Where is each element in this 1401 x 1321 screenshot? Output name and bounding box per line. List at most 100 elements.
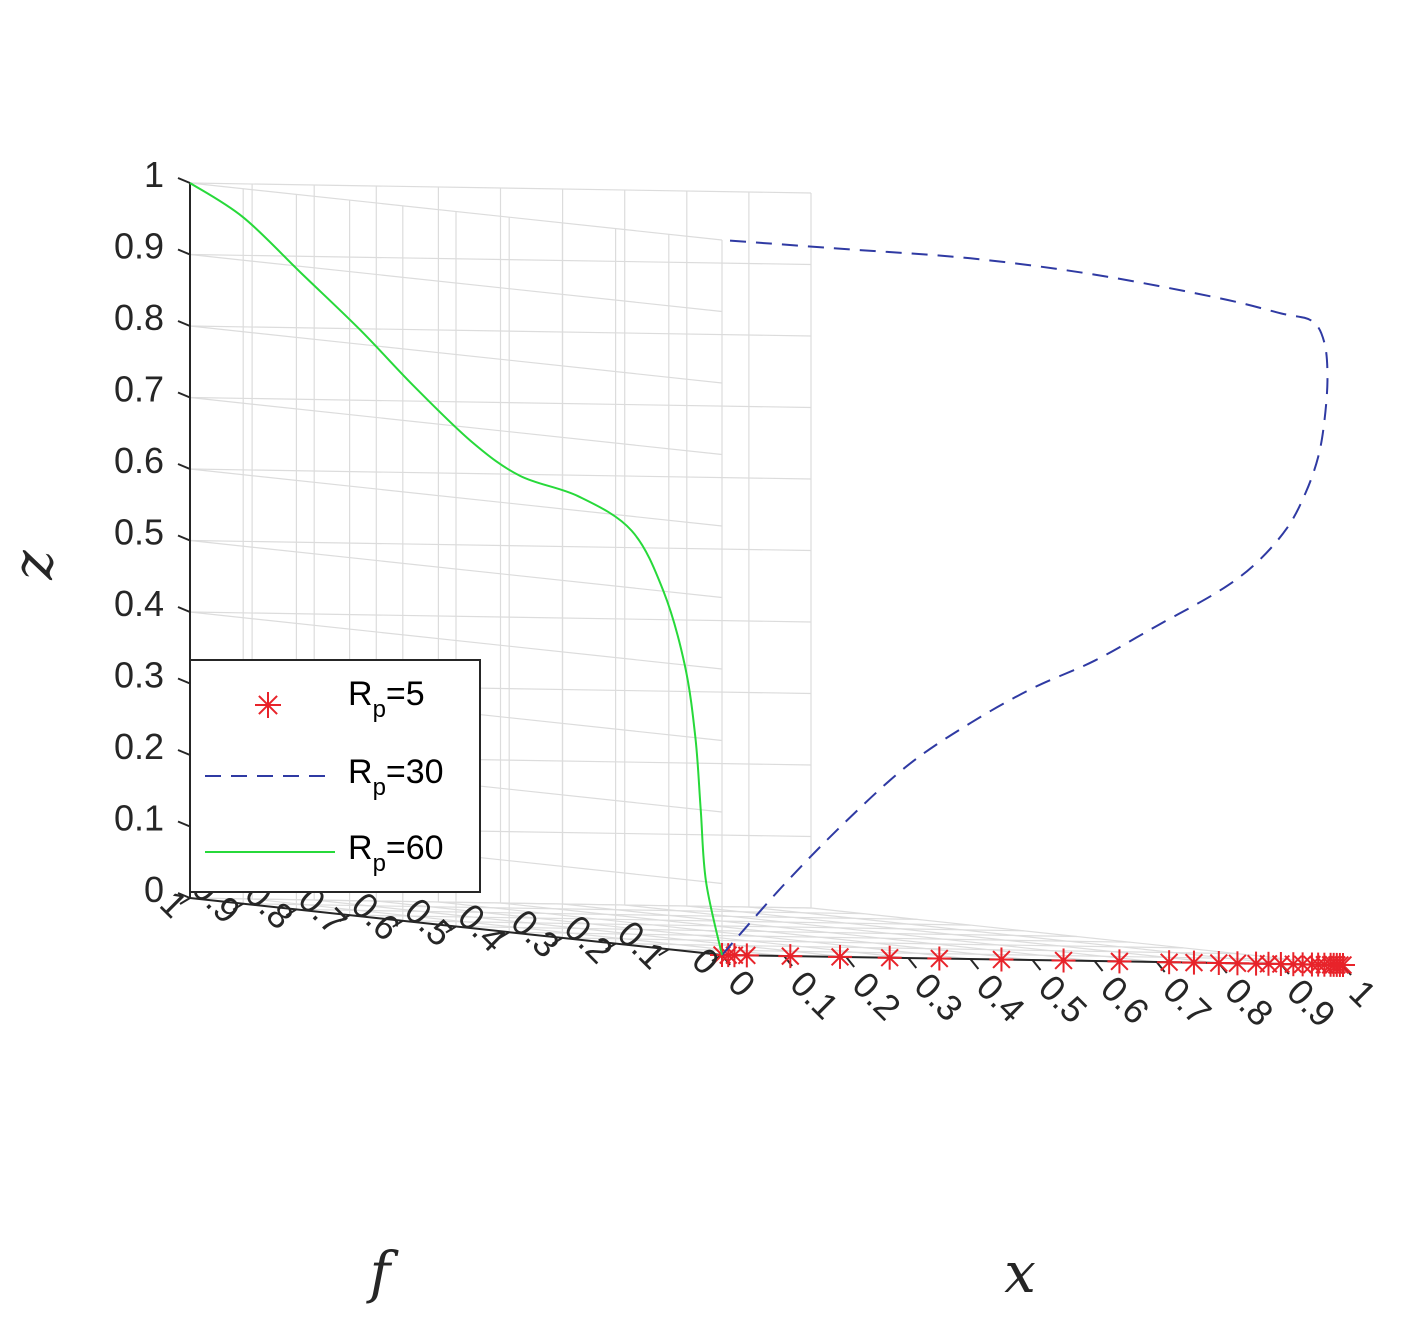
x-tick [907,957,918,969]
asterisk-stroke [880,948,899,967]
z-tick [177,391,191,399]
z-tick-label: 0.6 [114,440,164,481]
floor-grid-line [509,931,1131,943]
floor-grid-line [562,937,1184,949]
x-tick-label: 0.8 [1217,970,1281,1034]
asterisk-stroke [1184,953,1204,972]
x-tick-label: 0.2 [845,964,909,1028]
z-tick [177,749,191,756]
asterisk-stroke [930,949,949,968]
f-tick [232,902,244,911]
f-tick [285,908,297,917]
asterisk-stroke [737,946,756,965]
asterisk-stroke [830,947,850,967]
z-tick-label: 0.3 [114,655,164,696]
f-tick [392,919,404,928]
asterisk-stroke [992,950,1011,969]
side-wall-grid-line [189,897,812,909]
x-tick-label: 0.5 [1031,967,1095,1031]
floor-grid-line [668,948,1290,960]
x-axis-title: x [1004,1241,1036,1306]
series-rp60-line [189,182,723,956]
f-tick-label: 0.6 [344,884,408,948]
f-tick [339,914,351,922]
back-wall-grid-line [189,325,723,384]
legend-label-rp60: Rp=60 [348,829,444,877]
f-tick-label: 0.3 [503,901,567,965]
x-tick [1155,961,1166,973]
x-tick [1093,960,1104,972]
x-tick-label: 0.1 [782,963,846,1027]
x-tick-label: 0.3 [907,965,971,1029]
data-point-asterisk [1331,953,1355,977]
data-point-asterisk [927,946,952,971]
back-wall-grid-line [189,539,723,599]
side-wall-grid-line [189,539,812,552]
legend-entry-rp5: Rp=5 [255,675,425,723]
x-tick-label: 0.6 [1093,968,1157,1032]
asterisk-stroke [258,695,278,715]
side-wall-grid-line [189,325,812,337]
asterisk-stroke [1160,953,1179,972]
data-point-asterisk [877,945,902,970]
series-rp30-line [721,239,1329,956]
z-tick-label: 0.8 [114,297,164,338]
f-tick [445,925,457,934]
side-wall-grid-line [189,182,812,194]
legend-entry-rp60: Rp=60 [205,829,444,877]
f-tick [179,897,191,905]
floor-grid-line [349,914,971,926]
side-wall-grid-line [189,468,812,480]
back-wall-grid-line [189,182,723,241]
f-tick-label: 0.1 [610,913,674,977]
x-tick-label: 1 [1341,972,1384,1015]
floor-grid-line [402,920,1024,932]
z-tick [177,463,191,470]
back-wall-grid-line [189,396,723,456]
z-tick-label: 0.1 [114,798,164,839]
data-point-asterisk [1181,950,1206,975]
x-tick-label: 0.7 [1155,969,1219,1033]
f-tick-label: 0.5 [397,890,461,954]
f-tick [658,948,670,957]
side-wall-grid-line [189,396,812,409]
floor-grid-line [296,908,918,920]
back-wall-grid-line [189,468,723,527]
z-tick [177,320,191,327]
data-point-asterisk [1157,950,1182,975]
z-tick-label: 0 [144,869,164,910]
data-point-asterisk [1107,949,1132,974]
legend: Rp=5 Rp=30 Rp=60 [189,659,481,893]
z-tick-label: 0.7 [114,369,164,410]
f-tick [605,942,617,951]
z-tick [177,177,191,184]
z-tick [177,677,191,685]
z-tick-label: 1 [144,154,164,195]
f-tick-label: 0.2 [557,907,621,971]
x-tick-label: 0.9 [1279,971,1343,1035]
z-tick-label: 0.5 [114,512,164,553]
side-wall-grid-line [189,611,812,623]
z-tick [177,606,191,613]
f-tick-label: 0.4 [450,895,514,959]
asterisk-stroke [1209,953,1228,973]
x-tick [845,956,855,968]
back-wall-grid-line [189,611,723,670]
asterisk-stroke [1110,952,1129,971]
z-tick [177,820,191,828]
data-point-asterisk [827,944,852,969]
z-tick [177,892,191,899]
back-wall-grid-line [189,253,723,313]
x-tick [969,958,980,970]
z-tick [177,248,191,256]
x-tick-label: 0.4 [969,966,1033,1030]
f-tick [498,931,510,940]
legend-entry-rp30: Rp=30 [205,753,444,801]
asterisk-stroke [1333,955,1353,975]
series-rp5-markers [710,943,1355,977]
y-axis-title: f [366,1241,400,1306]
data-point-asterisk [1051,948,1076,973]
floor-grid-line [455,925,1078,938]
data-point-asterisk [778,944,803,969]
